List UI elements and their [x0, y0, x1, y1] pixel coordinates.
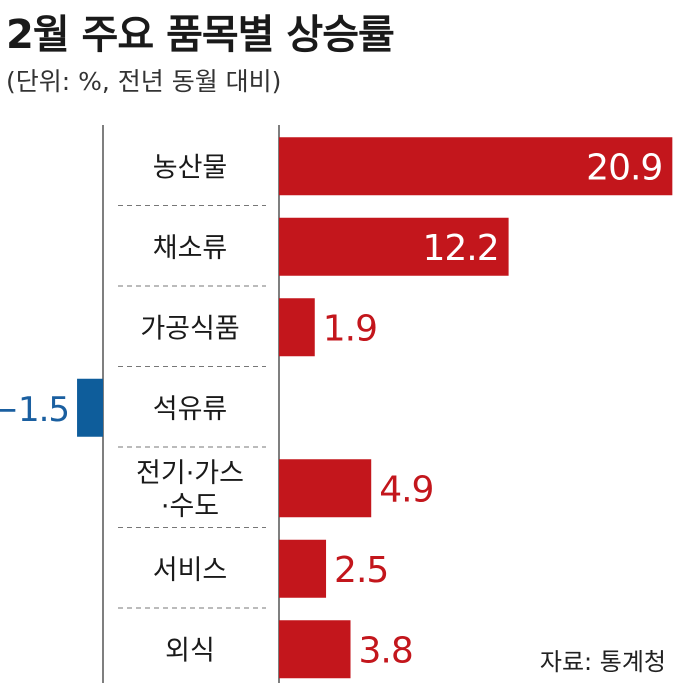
- category-label: 석유류: [153, 394, 228, 425]
- bar: [279, 217, 509, 276]
- category-label: 외식: [165, 635, 215, 666]
- row-separators: [118, 205, 266, 609]
- bar-negative: [77, 378, 103, 437]
- value-label: 4.9: [379, 469, 433, 510]
- category-label: 서비스: [153, 555, 228, 586]
- bar: [279, 539, 327, 598]
- source-note: 자료: 통계청: [539, 648, 666, 676]
- chart-subtitle: (단위: %, 전년 동월 대비): [6, 67, 282, 96]
- category-label: 채소류: [153, 233, 228, 264]
- category-label: ·수도: [161, 491, 219, 522]
- value-label: 1.9: [323, 308, 377, 349]
- value-label: 20.9: [586, 147, 662, 188]
- value-labels: 20.9 12.2 1.9 −1.5 4.9 2.5 3.8: [0, 147, 663, 671]
- value-label: 3.8: [359, 630, 413, 671]
- bar: [279, 137, 673, 196]
- category-label: 가공식품: [140, 313, 239, 344]
- value-label: 12.2: [422, 228, 498, 269]
- category-label: 전기·가스: [136, 458, 244, 489]
- bar: [279, 298, 315, 357]
- bar: [279, 620, 351, 679]
- category-label: 농산물: [153, 152, 228, 183]
- value-label: −1.5: [0, 390, 69, 430]
- value-label: 2.5: [334, 550, 388, 591]
- bars: [77, 137, 673, 679]
- chart-title: 2월 주요 품목별 상승률: [6, 12, 395, 58]
- bar: [279, 459, 372, 518]
